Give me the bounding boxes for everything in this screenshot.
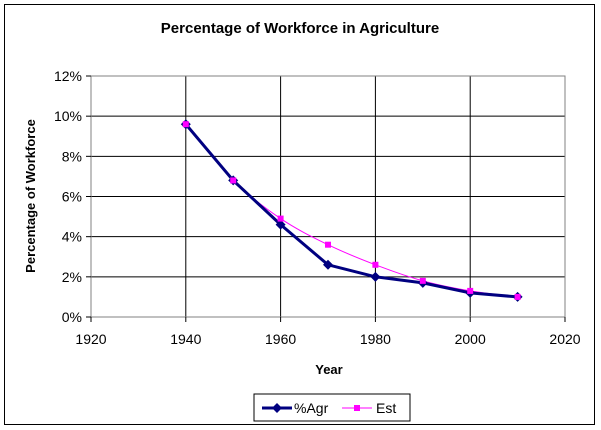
est-point [325,241,331,248]
est-point [467,287,474,294]
legend-label-est: Est [376,400,396,416]
est-point [372,261,379,268]
chart-title: Percentage of Workforce in Agriculture [161,20,439,37]
grid [90,75,566,318]
est-point [277,215,284,222]
x-tick-label: 1920 [75,331,106,347]
est-point [230,177,237,184]
y-tick-label: 12% [54,68,82,84]
y-tick-label: 8% [62,148,82,164]
y-tick-label: 2% [62,269,82,285]
est-point [419,277,426,284]
y-tick-label: 10% [54,108,82,124]
legend-label-agr: %Agr [294,400,329,416]
x-tick-label: 2000 [455,331,486,347]
series-group [180,119,523,302]
x-tick-label: 1960 [265,331,296,347]
y-tick-label: 6% [62,189,82,205]
x-axis-ticks: 1920 1940 1960 1980 2000 2020 [75,317,581,347]
legend-marker-agr [272,403,282,413]
agr-point [275,219,286,230]
y-axis-ticks: 0% 2% 4% 6% 8% 10% 12% [54,68,91,325]
agr-point [323,259,333,270]
x-axis-title: Year [315,362,342,377]
x-tick-label: 2020 [549,331,580,347]
agr-point [370,271,381,282]
y-tick-label: 0% [62,309,82,325]
legend: %Agr Est [253,393,411,422]
x-tick-label: 1940 [170,331,201,347]
x-tick-label: 1980 [360,331,391,347]
y-axis-title: Percentage of Workforce [23,119,38,273]
chart-frame [4,4,595,425]
est-point [514,293,521,300]
est-point [182,121,189,128]
legend-marker-est [354,405,360,411]
y-tick-label: 4% [62,229,82,245]
series-line-agr [184,123,518,299]
